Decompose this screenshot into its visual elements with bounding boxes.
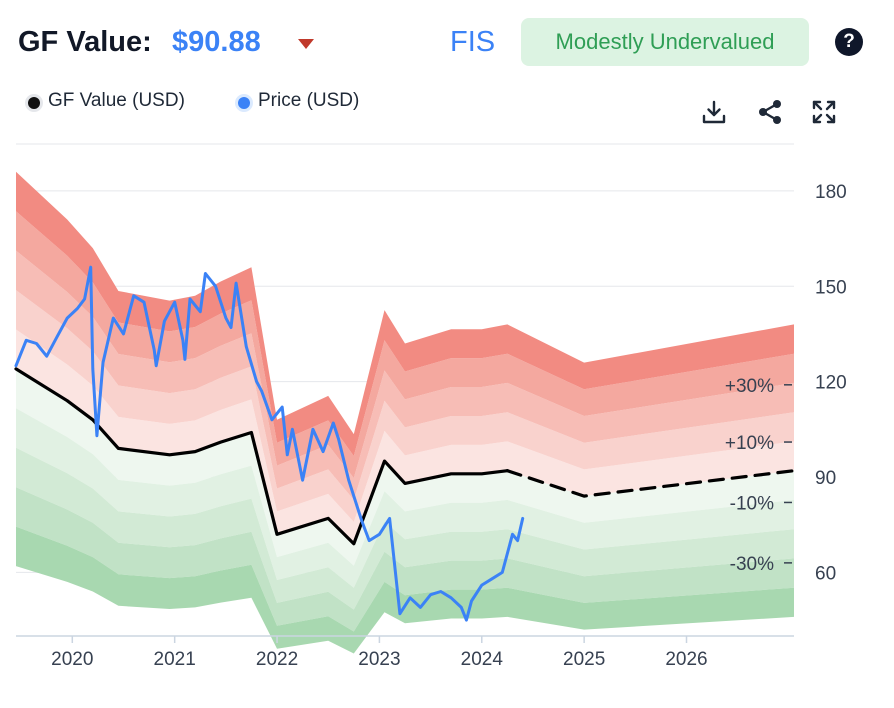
undervalued-band xyxy=(16,487,794,632)
overvalued-band xyxy=(16,290,794,522)
gf-value-amount[interactable]: $90.88 xyxy=(172,26,261,58)
y-tick-label: 180 xyxy=(815,182,847,203)
chart-header: GF Value: $90.88 FIS Modestly Undervalue… xyxy=(18,18,878,66)
band-label: -30% xyxy=(730,554,774,575)
legend-dot-icon xyxy=(28,97,40,109)
gf-value-forecast-line xyxy=(505,469,796,498)
y-tick-label: 120 xyxy=(815,373,847,394)
overvalued-band xyxy=(16,329,794,544)
y-tick-label: 90 xyxy=(815,468,836,489)
band-label: +10% xyxy=(725,433,774,454)
legend-dot-icon xyxy=(238,97,250,109)
price-series-line xyxy=(14,265,525,622)
x-tick-label: 2026 xyxy=(665,649,707,670)
undervalued-band xyxy=(16,526,794,654)
y-tick-label: 60 xyxy=(815,563,836,584)
overvalued-band xyxy=(16,171,794,457)
x-tick-label: 2022 xyxy=(256,649,298,670)
band-label: +30% xyxy=(725,376,774,397)
help-icon[interactable]: ? xyxy=(835,28,863,56)
y-tick-label: 150 xyxy=(815,277,847,298)
gf-value-label: GF Value: xyxy=(18,26,152,58)
overvalued-band xyxy=(16,211,794,478)
band-label: -10% xyxy=(730,493,774,514)
share-icon[interactable] xyxy=(756,98,784,126)
ticker-symbol[interactable]: FIS xyxy=(450,26,496,58)
gf-value-series-line xyxy=(14,367,509,546)
x-tick-label: 2025 xyxy=(563,649,605,670)
gf-value-chart[interactable]: 2020 2021 2022 2023 2024 2025 2026 60 90 120 150 18… xyxy=(0,140,894,690)
x-tick-label: 2021 xyxy=(154,649,196,670)
caret-down-icon[interactable] xyxy=(298,39,314,49)
x-tick-label: 2024 xyxy=(461,649,504,670)
legend-label: Price (USD) xyxy=(258,90,360,111)
x-tick-label: 2023 xyxy=(358,649,400,670)
expand-icon[interactable] xyxy=(810,98,838,126)
undervalued-band xyxy=(16,368,794,566)
overvalued-band xyxy=(16,250,794,500)
x-tick-label: 2020 xyxy=(51,649,93,670)
download-icon[interactable] xyxy=(700,98,728,126)
legend-label: GF Value (USD) xyxy=(48,90,185,111)
valuation-badge: Modestly Undervalued xyxy=(521,18,809,66)
undervalued-band xyxy=(16,408,794,588)
undervalued-band xyxy=(16,447,794,610)
